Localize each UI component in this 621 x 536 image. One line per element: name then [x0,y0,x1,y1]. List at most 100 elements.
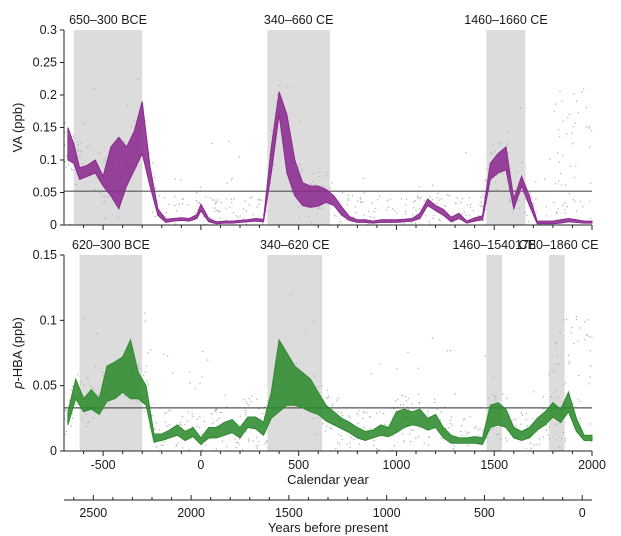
scatter-point [425,215,427,217]
scatter-point [244,200,246,202]
scatter-point [316,213,318,215]
scatter-point [313,375,316,377]
scatter-point [218,417,221,420]
scatter-point [153,403,155,405]
scatter-point [305,333,307,335]
scatter-point [575,165,577,167]
scatter-point [67,164,70,166]
scatter-point [589,423,592,425]
scatter-point [158,429,161,431]
scatter-point [104,158,106,160]
scatter-point [262,412,264,415]
scatter-point [261,200,263,202]
scatter-point [469,206,472,209]
scatter-point [83,384,85,386]
scatter-point [417,367,420,369]
scatter-point [163,197,166,199]
scatter-point [64,161,66,163]
scatter-point [568,361,571,363]
scatter-point [426,414,428,416]
scatter-point [137,364,140,367]
scatter-point [251,395,253,397]
scatter-point [231,177,233,179]
scatter-point [215,411,217,413]
scatter-point [232,212,235,214]
scatter-point [248,404,250,406]
scatter-point [77,144,79,146]
scatter-point [353,216,355,218]
scatter-point [417,195,419,197]
scatter-point [326,389,328,391]
scatter-point [449,419,452,421]
scatter-point [349,416,351,419]
scatter-point [370,373,373,375]
scatter-point [322,423,324,425]
scatter-point [433,398,436,401]
scatter-point [363,426,365,429]
scatter-point [202,350,204,353]
scatter-point [191,426,193,428]
y-tick-label: 0.1 [40,313,57,327]
scatter-point [337,397,339,399]
scatter-point [492,376,495,379]
scatter-point [408,397,410,400]
scatter-point [567,354,570,357]
scatter-point [155,422,157,424]
scatter-point [347,194,350,196]
scatter-point [93,88,96,90]
scatter-point [326,397,328,399]
scatter-point [235,446,237,449]
scatter-point [197,202,199,204]
scatter-point [371,202,373,204]
scatter-point [207,359,209,361]
x-tick-label: 500 [288,458,309,472]
scatter-point [82,395,85,397]
scatter-point [538,443,540,445]
scatter-point [164,216,167,218]
scatter-point [494,150,496,152]
bp-tick-label: 1000 [373,506,401,520]
scatter-point [217,199,219,201]
scatter-point [481,205,484,208]
scatter-point [168,203,170,205]
scatter-point [246,403,249,405]
scatter-point [499,143,501,145]
scatter-point [278,84,281,87]
uncertainty-band [67,91,593,225]
scatter-point [386,200,389,202]
scatter-point [325,175,327,177]
scatter-point [274,113,276,115]
scatter-point [247,438,250,440]
scatter-point [245,411,247,414]
scatter-point [357,413,359,415]
scatter-point [418,208,421,210]
scatter-point [507,188,510,191]
scatter-point [136,401,139,403]
scatter-point [564,440,566,442]
scatter-point [276,94,278,97]
scatter-point [579,400,581,403]
scatter-point [418,197,420,200]
scatter-point [479,204,481,206]
scatter-point [192,415,194,417]
scatter-point [367,223,369,225]
scatter-point [549,158,551,160]
scatter-point [526,425,529,427]
scatter-point [308,216,310,218]
scatter-point [126,105,129,107]
scatter-point [220,202,223,204]
scatter-point [189,382,191,384]
scatter-point [562,154,564,156]
scatter-point [357,422,360,425]
scatter-point [229,206,231,208]
scatter-point [168,424,170,426]
scatter-point [209,197,211,199]
scatter-point [579,327,581,329]
scatter-point [589,349,591,352]
scatter-point [405,400,408,402]
scatter-point [187,411,189,413]
scatter-point [316,417,318,419]
scatter-point [570,332,573,334]
scatter-point [516,171,519,173]
scatter-point [95,110,97,112]
